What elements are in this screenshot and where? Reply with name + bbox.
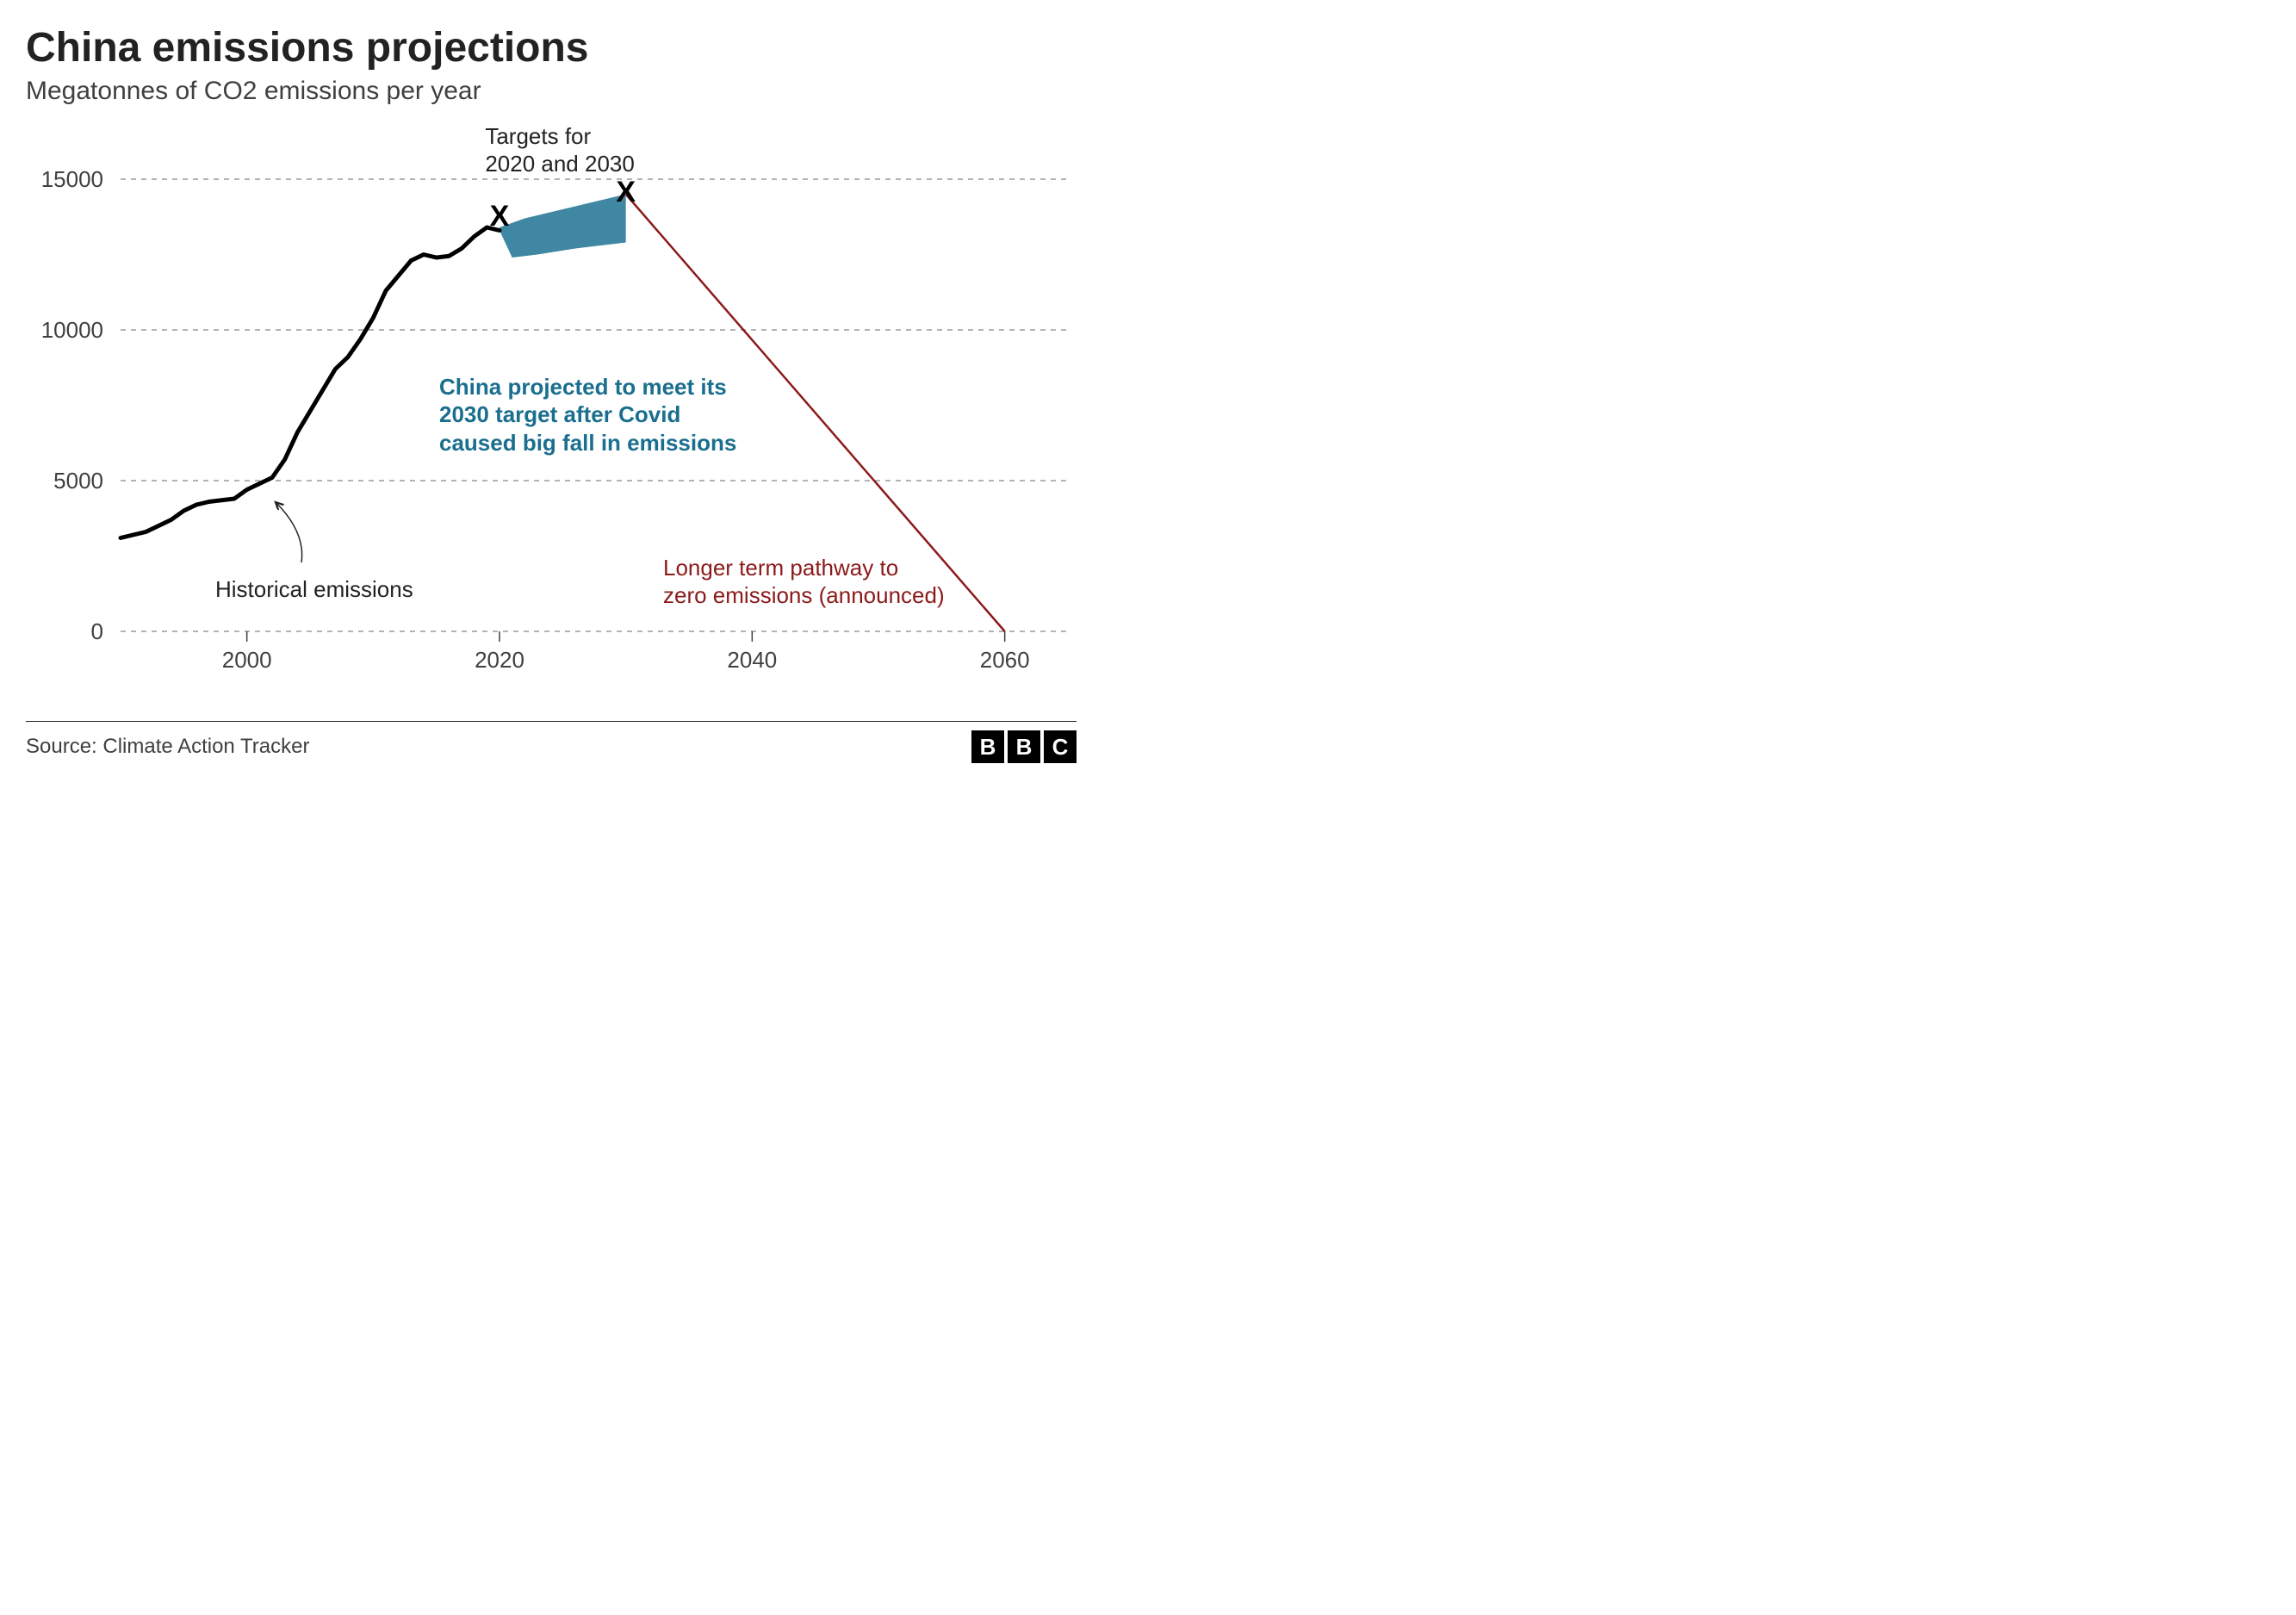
- svg-text:2000: 2000: [222, 647, 272, 673]
- annotation-pathway: Longer term pathway tozero emissions (an…: [663, 554, 945, 610]
- bbc-logo: B B C: [971, 730, 1077, 763]
- bbc-block-1: B: [971, 730, 1004, 763]
- annotation-targets: Targets for2020 and 2030: [485, 122, 635, 178]
- chart-area: 0500010000150002000202020402060XX Target…: [26, 132, 1077, 692]
- svg-text:5000: 5000: [53, 468, 103, 494]
- chart-title: China emissions projections: [26, 26, 1077, 71]
- annotation-historical: Historical emissions: [215, 575, 413, 604]
- svg-text:2020: 2020: [475, 647, 524, 673]
- annotation-projection: China projected to meet its2030 target a…: [439, 373, 736, 457]
- svg-text:X: X: [490, 200, 510, 233]
- chart-subtitle: Megatonnes of CO2 emissions per year: [26, 77, 1077, 106]
- svg-text:10000: 10000: [41, 317, 103, 343]
- bbc-block-3: C: [1044, 730, 1077, 763]
- svg-text:2060: 2060: [980, 647, 1030, 673]
- svg-text:2040: 2040: [727, 647, 777, 673]
- source-text: Source: Climate Action Tracker: [26, 735, 309, 759]
- svg-text:X: X: [616, 176, 636, 208]
- chart-footer: Source: Climate Action Tracker B B C: [26, 721, 1077, 763]
- bbc-block-2: B: [1008, 730, 1040, 763]
- chart-container: China emissions projections Megatonnes o…: [0, 0, 1102, 775]
- svg-text:0: 0: [91, 618, 103, 644]
- svg-text:15000: 15000: [41, 166, 103, 192]
